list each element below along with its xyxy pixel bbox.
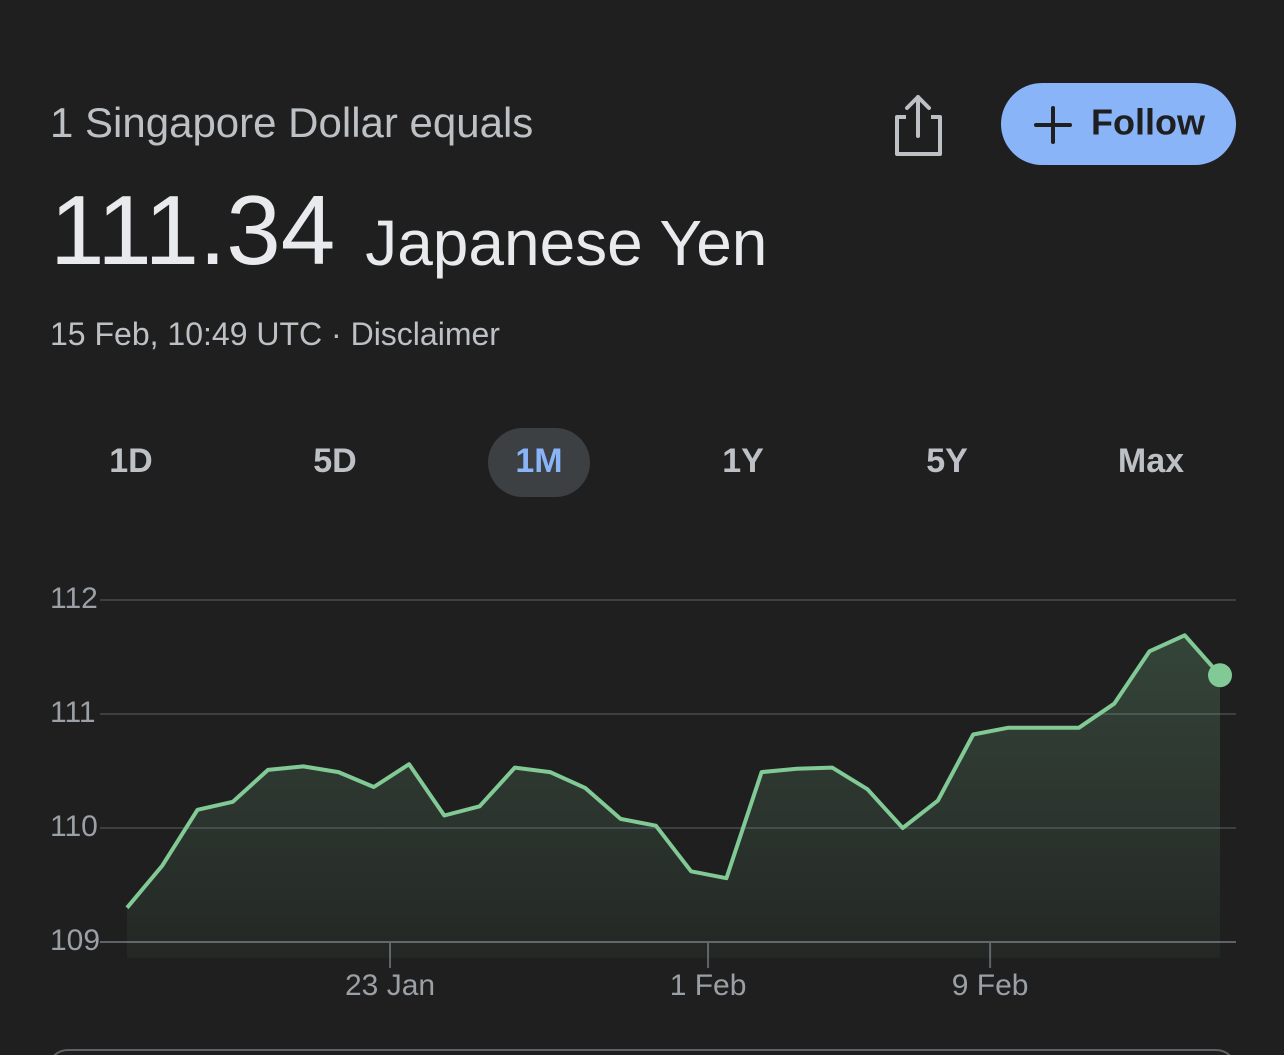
x-tick-label: 23 Jan [345, 969, 435, 1002]
timestamp: 15 Feb, 10:49 UTC [50, 316, 322, 352]
range-tab[interactable]: 5D [313, 442, 356, 480]
range-tab[interactable]: Max [1118, 442, 1184, 480]
range-tab-label[interactable]: 5D [313, 442, 356, 480]
line [125, 633, 1222, 910]
share-button[interactable] [880, 88, 954, 162]
range-tab[interactable]: 1M [488, 428, 590, 497]
range-tab-label[interactable]: Max [1118, 442, 1184, 480]
plus-icon [1034, 106, 1072, 144]
range-tabs: 1D 5D 1M 1Y 5Y Max [109, 428, 1184, 497]
timestamp-line: 15 Feb, 10:49 UTC · Disclaimer [50, 316, 500, 352]
y-tick-label: 111 [50, 696, 96, 729]
range-tab-label[interactable]: 1Y [722, 442, 764, 480]
area-fill [127, 635, 1220, 958]
separator: · [331, 316, 342, 352]
last-point-dot [1208, 663, 1232, 688]
subtitle: 1 Singapore Dollar equals [50, 99, 533, 146]
share-icon-arrow [905, 95, 931, 138]
x-tick-label: 9 Feb [952, 969, 1029, 1002]
rate-value: 111.34 [50, 175, 335, 285]
next-card-edge [53, 1049, 1231, 1055]
y-tick-label: 109 [50, 924, 100, 957]
range-tab-label[interactable]: 1M [515, 442, 562, 480]
rate-unit: Japanese Yen [365, 207, 767, 279]
range-tab[interactable]: 5Y [926, 442, 968, 480]
range-tab[interactable]: 1D [109, 442, 152, 480]
x-tick-label: 1 Feb [670, 969, 747, 1002]
follow-label[interactable]: Follow [1091, 102, 1206, 143]
range-tab-label[interactable]: 5Y [926, 442, 968, 480]
y-tick-label: 110 [50, 810, 98, 843]
disclaimer-link[interactable]: Disclaimer [351, 316, 501, 352]
follow-button[interactable]: Follow [1001, 83, 1236, 165]
follow-button-bg[interactable] [1001, 83, 1236, 165]
share-icon-box [895, 115, 942, 156]
chart: 109 110 111 112 23 Jan 1 Feb 9 Feb [50, 582, 1236, 1002]
range-tab[interactable]: 1Y [722, 442, 764, 480]
selected-tab-pill[interactable] [488, 428, 590, 497]
range-tab-label[interactable]: 1D [109, 442, 152, 480]
y-tick-label: 112 [50, 582, 98, 615]
